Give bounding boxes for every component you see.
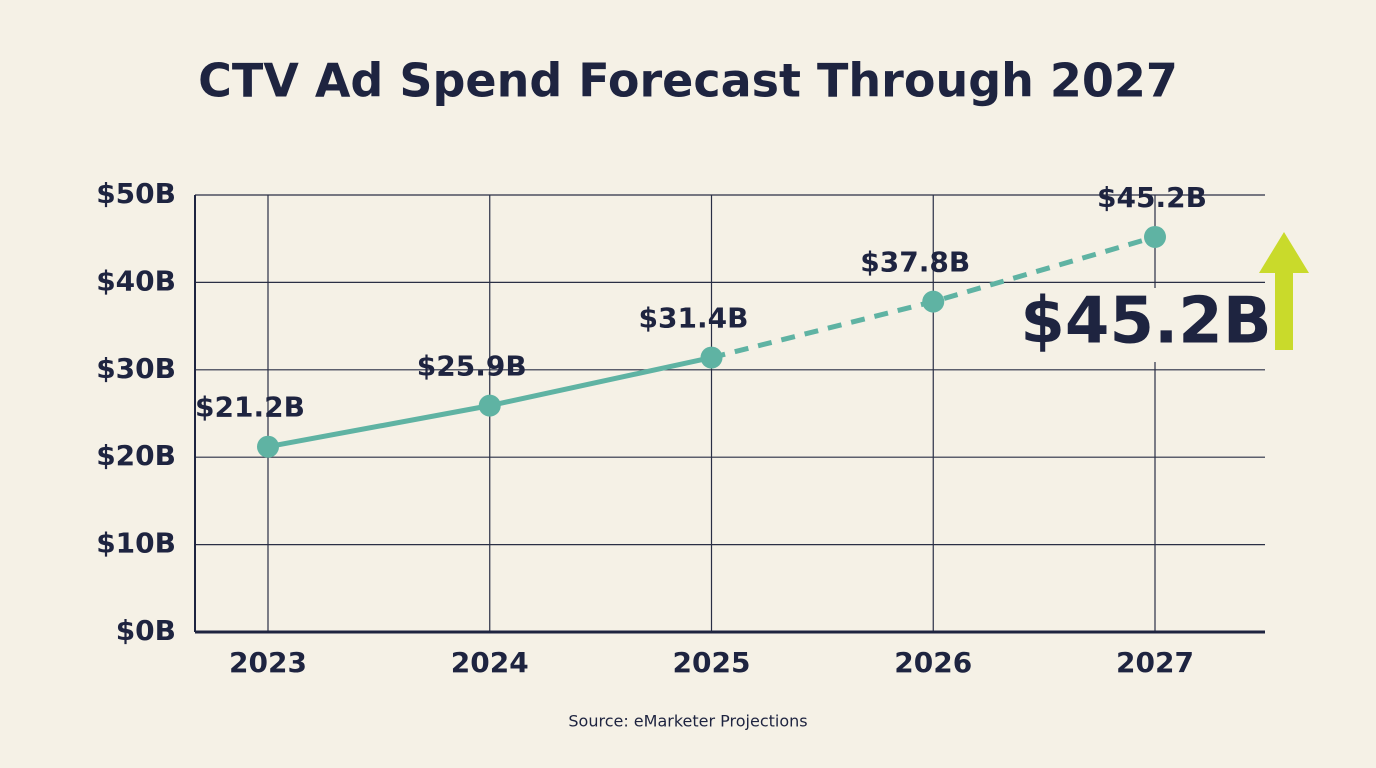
y-tick-label: $40B	[96, 264, 176, 297]
arrow	[1259, 232, 1309, 350]
chart-title: CTV Ad Spend Forecast Through 2027	[198, 54, 1178, 108]
y-tick-label: $30B	[96, 352, 176, 385]
data-point	[478, 394, 501, 417]
x-tick-label: 2025	[673, 646, 751, 679]
x-tick-label: 2026	[894, 646, 972, 679]
y-tick-label: $50B	[96, 177, 176, 210]
y-tick-label: $10B	[96, 527, 176, 560]
source-note: Source: eMarketer Projections	[568, 712, 807, 731]
x-tick-label: 2027	[1116, 646, 1194, 679]
data-point	[922, 290, 945, 313]
data-point	[700, 346, 723, 369]
value-label: $45.2B	[1097, 181, 1207, 214]
value-label: $21.2B	[195, 391, 305, 424]
y-tick-label: $0B	[116, 614, 176, 647]
x-tick-label: 2024	[451, 646, 529, 679]
value-label: $37.8B	[860, 246, 970, 279]
value-label: $25.9B	[417, 350, 527, 383]
x-tick-label: 2023	[229, 646, 307, 679]
callout-background	[1032, 288, 1260, 362]
y-tick-label: $20B	[96, 439, 176, 472]
data-point	[257, 435, 279, 458]
value-label: $31.4B	[639, 302, 749, 335]
data-point	[1144, 225, 1166, 248]
callout: $45.2B	[1020, 285, 1271, 359]
